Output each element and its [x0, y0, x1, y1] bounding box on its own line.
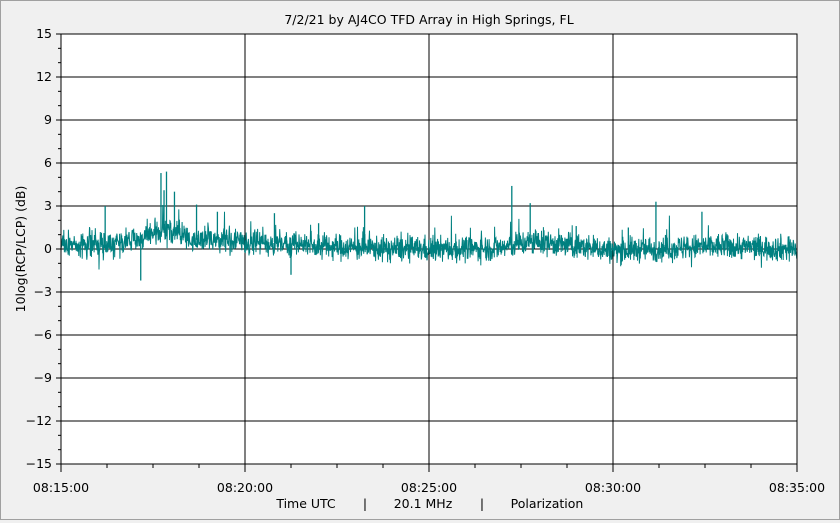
x-axis-label-time: Time UTC	[275, 496, 336, 511]
x-tick-label: 08:20:00	[217, 480, 273, 495]
y-tick-label: 9	[44, 112, 52, 127]
y-tick-label: 12	[36, 69, 52, 84]
x-axis-label-separator-2: |	[480, 496, 484, 511]
y-tick-label: 6	[44, 155, 52, 170]
y-tick-label: −3	[34, 284, 52, 299]
x-axis-label-mode: Polarization	[511, 496, 584, 511]
y-tick-label: −6	[34, 327, 52, 342]
chart-title: 7/2/21 by AJ4CO TFD Array in High Spring…	[284, 12, 573, 27]
y-tick-label: −15	[26, 456, 52, 471]
y-tick-label: 15	[36, 26, 52, 41]
series-trace	[60, 204, 798, 270]
x-tick-label: 08:15:00	[33, 480, 89, 495]
x-tick-label: 08:35:00	[769, 480, 825, 495]
y-tick-label: −12	[26, 413, 52, 428]
x-tick-layer: 08:15:00 08:20:00 08:25:00 08:30:00 08:35:00	[33, 464, 825, 495]
y-tick-layer: 15 12 9 6 3 0 −3 −6 −9 −12 −15	[26, 26, 61, 471]
y-tick-label: 3	[44, 198, 52, 213]
series-layer	[60, 171, 798, 281]
x-tick-label: 08:25:00	[401, 480, 457, 495]
y-axis-label: 10log(RCP/LCP) (dB)	[13, 186, 28, 313]
x-axis-label-separator-1: |	[363, 496, 367, 511]
y-tick-label: −9	[34, 370, 52, 385]
y-tick-label: 0	[44, 241, 52, 256]
x-tick-label: 08:30:00	[585, 480, 641, 495]
x-axis-label-frequency: 20.1 MHz	[394, 496, 453, 511]
